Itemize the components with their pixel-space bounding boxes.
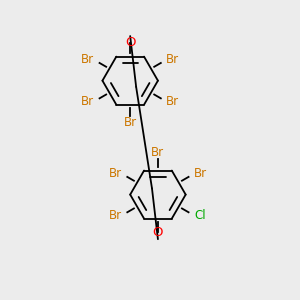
Text: Br: Br	[152, 146, 164, 160]
Text: O: O	[153, 226, 163, 239]
Text: Br: Br	[81, 53, 94, 66]
Text: Br: Br	[194, 167, 207, 180]
Text: Br: Br	[166, 95, 179, 108]
Text: Cl: Cl	[194, 209, 206, 222]
Text: Br: Br	[124, 116, 137, 129]
Text: Br: Br	[109, 167, 122, 180]
Text: Br: Br	[166, 53, 179, 66]
Text: Br: Br	[109, 209, 122, 222]
Text: Br: Br	[81, 95, 94, 108]
Text: O: O	[125, 37, 135, 50]
